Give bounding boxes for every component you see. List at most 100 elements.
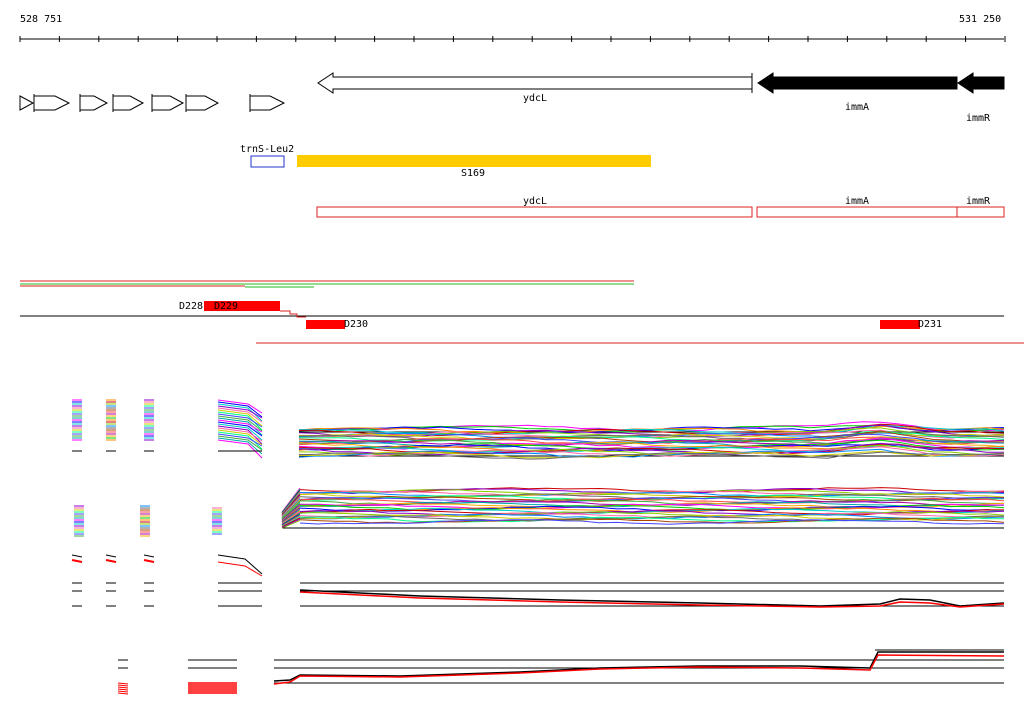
expr-block-line xyxy=(71,559,83,563)
gene-arrow-3[interactable] xyxy=(79,94,109,112)
expr-transition-line xyxy=(281,502,301,520)
expr-transition-line xyxy=(281,512,301,526)
ruler-ticks xyxy=(19,36,1006,42)
expr-block-line xyxy=(117,688,129,691)
expr-block-line xyxy=(117,692,129,695)
expr-transition-line xyxy=(281,511,301,525)
expr-transition-line xyxy=(217,433,263,447)
expression-panel-1 xyxy=(72,399,1005,460)
expr-transition-line xyxy=(217,425,263,445)
gene-arrow-immR[interactable] xyxy=(957,72,1005,94)
expr-transition-line xyxy=(281,509,301,524)
expr-block-line xyxy=(143,554,155,558)
expr-transition-line xyxy=(281,508,301,523)
expr-transition-line xyxy=(281,516,301,527)
domain-label-D228: D228 xyxy=(179,301,203,312)
expr-series-line xyxy=(299,509,1005,517)
expression-panel-3 xyxy=(71,554,1005,608)
segment-bar[interactable] xyxy=(297,155,651,167)
gene-arrow-6[interactable] xyxy=(185,94,220,112)
domain-box-D230[interactable] xyxy=(306,320,345,329)
gene-arrow-immA[interactable] xyxy=(757,72,958,94)
domain-label-D229: D229 xyxy=(214,301,238,312)
gene-arrow-ydcL[interactable] xyxy=(317,72,753,94)
expr-transition-line xyxy=(217,423,263,441)
expr-transition-line xyxy=(217,401,263,418)
expr-block-line xyxy=(105,559,117,563)
gene-label-immA: immA xyxy=(845,102,869,113)
expr-transition-line xyxy=(281,504,301,521)
expr-series-line xyxy=(299,487,1005,494)
gene-track: ydcL immA immR xyxy=(317,72,1005,124)
expr-transition-line xyxy=(217,429,263,446)
gene-label-immR: immR xyxy=(966,113,991,124)
expr-transition-line xyxy=(217,417,263,436)
gene-box-ydcL[interactable] xyxy=(316,206,753,218)
expr-block-line xyxy=(117,684,129,687)
expr-transition-line xyxy=(217,411,263,431)
expression-panel-4 xyxy=(117,649,1005,695)
expr-transition-line xyxy=(281,506,301,522)
expr-transition-line xyxy=(217,405,263,419)
gene-arrow-4[interactable] xyxy=(112,94,145,112)
domain-label-D231: D231 xyxy=(918,319,942,330)
expr-transition-line xyxy=(217,431,263,450)
gene-box-immR[interactable] xyxy=(956,206,1005,218)
expr-transition-line xyxy=(217,435,263,451)
expr-transition-line xyxy=(217,409,263,427)
expr-block-line xyxy=(117,690,129,693)
expr-transition-line xyxy=(217,415,263,432)
expr-transition-line xyxy=(281,503,301,521)
gene-box-immA[interactable] xyxy=(756,206,958,218)
expr-transition-line xyxy=(217,419,263,433)
expr-block-line xyxy=(117,686,129,689)
gene-arrow-2[interactable] xyxy=(33,94,71,112)
domain-connector xyxy=(280,310,306,318)
trna-box[interactable] xyxy=(250,155,285,168)
expr-transition-line xyxy=(217,439,263,459)
expr-series-line xyxy=(299,515,1005,522)
expr-transition-line xyxy=(281,510,301,524)
expr-transition-line xyxy=(217,561,263,577)
expression-panel-2 xyxy=(74,487,1005,537)
gene-arrow-5[interactable] xyxy=(151,94,185,112)
domain-label-D230: D230 xyxy=(344,319,368,330)
ruler-start-label: 528 751 xyxy=(20,14,62,25)
expr-transition-line xyxy=(281,515,301,527)
expr-series-black xyxy=(273,651,1004,682)
expr-transition-line xyxy=(217,421,263,437)
expr-series-line xyxy=(299,519,1005,525)
gene-arrow-1[interactable] xyxy=(19,95,35,111)
expr-series-line xyxy=(298,429,1005,439)
expr-block-line xyxy=(71,554,83,558)
expr-block-line xyxy=(143,559,155,563)
ruler-end-label: 531 250 xyxy=(959,14,1001,25)
gene-arrow-7[interactable] xyxy=(249,94,286,112)
expr-series-line xyxy=(299,494,1005,501)
small-gene-arrows xyxy=(19,94,286,112)
feature-track: trnS-Leu2 S169 xyxy=(240,144,651,179)
expr-transition-line xyxy=(281,499,301,519)
expr-block-line xyxy=(105,554,117,558)
expr-transition-line xyxy=(217,403,263,422)
expr-series-line xyxy=(298,438,1005,447)
domain-track: D228 D229 D230 D231 xyxy=(20,301,1024,344)
domain-box-D231[interactable] xyxy=(880,320,920,329)
expr-series-line xyxy=(298,424,1005,436)
gene-label-ydcL: ydcL xyxy=(523,93,547,104)
domain-box-D228-D229[interactable] xyxy=(204,301,280,311)
expr-transition-line xyxy=(217,399,263,414)
expr-series-line xyxy=(298,451,1005,460)
expr-series-red xyxy=(299,591,1005,608)
expr-transition-line xyxy=(217,554,263,575)
coordinate-ruler: 528 751 531 250 xyxy=(19,14,1006,42)
expr-transition-line xyxy=(217,407,263,423)
expr-series-red xyxy=(273,654,1005,685)
expr-transition-line xyxy=(281,513,301,526)
expr-series-line xyxy=(298,437,1005,450)
expr-block-line xyxy=(117,682,129,685)
trna-label: trnS-Leu2 xyxy=(240,144,294,155)
gene-box-label-immR: immR xyxy=(966,196,991,207)
expr-transition-line xyxy=(281,518,301,529)
